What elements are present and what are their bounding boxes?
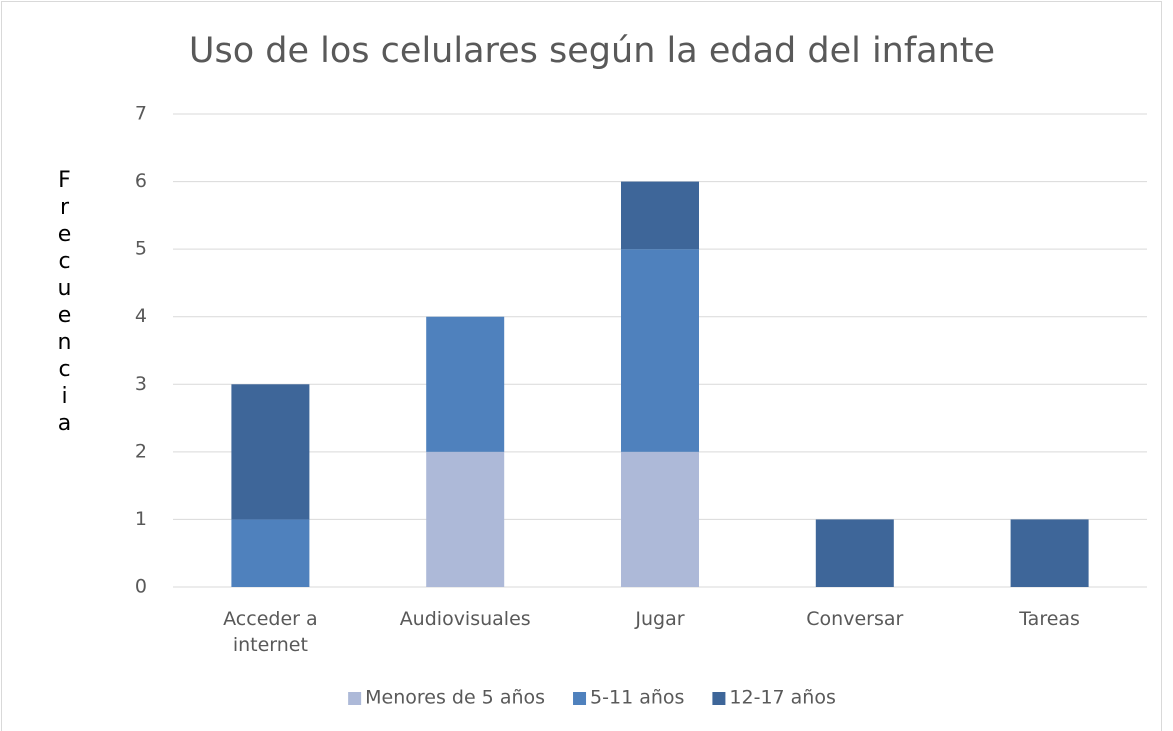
bar-segment bbox=[621, 451, 699, 587]
bar-segment bbox=[426, 451, 505, 587]
y-tick-label: 3 bbox=[135, 373, 147, 395]
y-tick-label: 0 bbox=[135, 576, 147, 598]
legend-swatch bbox=[573, 692, 587, 705]
legend-label: 12-17 años bbox=[729, 687, 835, 709]
y-tick-label: 1 bbox=[135, 508, 147, 530]
bar-segment bbox=[621, 249, 699, 452]
legend-swatch bbox=[348, 692, 362, 705]
legend-swatch bbox=[712, 692, 726, 705]
y-tick-label: 5 bbox=[135, 238, 147, 260]
x-tick-label: Acceder a internet bbox=[223, 608, 318, 656]
bar-segment bbox=[621, 181, 699, 250]
bar-segment bbox=[426, 316, 505, 452]
y-tick-label: 7 bbox=[135, 103, 147, 125]
x-tick-label: Conversar bbox=[806, 608, 904, 630]
bar-segment bbox=[231, 519, 310, 587]
legend-label: 5-11 años bbox=[590, 687, 684, 709]
legend-label: Menores de 5 años bbox=[365, 687, 545, 709]
bar-segment bbox=[815, 519, 894, 587]
x-tick-label: Audiovisuales bbox=[399, 608, 531, 630]
y-tick-label: 2 bbox=[135, 440, 147, 462]
bar-segment bbox=[1010, 519, 1089, 587]
x-tick-label: Jugar bbox=[635, 608, 685, 630]
x-tick-label: Tareas bbox=[1019, 608, 1080, 630]
y-axis-label: Frecuencia bbox=[52, 168, 77, 438]
chart-title: Uso de los celulares según la edad del i… bbox=[189, 31, 995, 71]
y-tick-label: 4 bbox=[135, 305, 147, 327]
y-tick-label: 6 bbox=[135, 170, 147, 192]
bar-segment bbox=[231, 384, 310, 520]
